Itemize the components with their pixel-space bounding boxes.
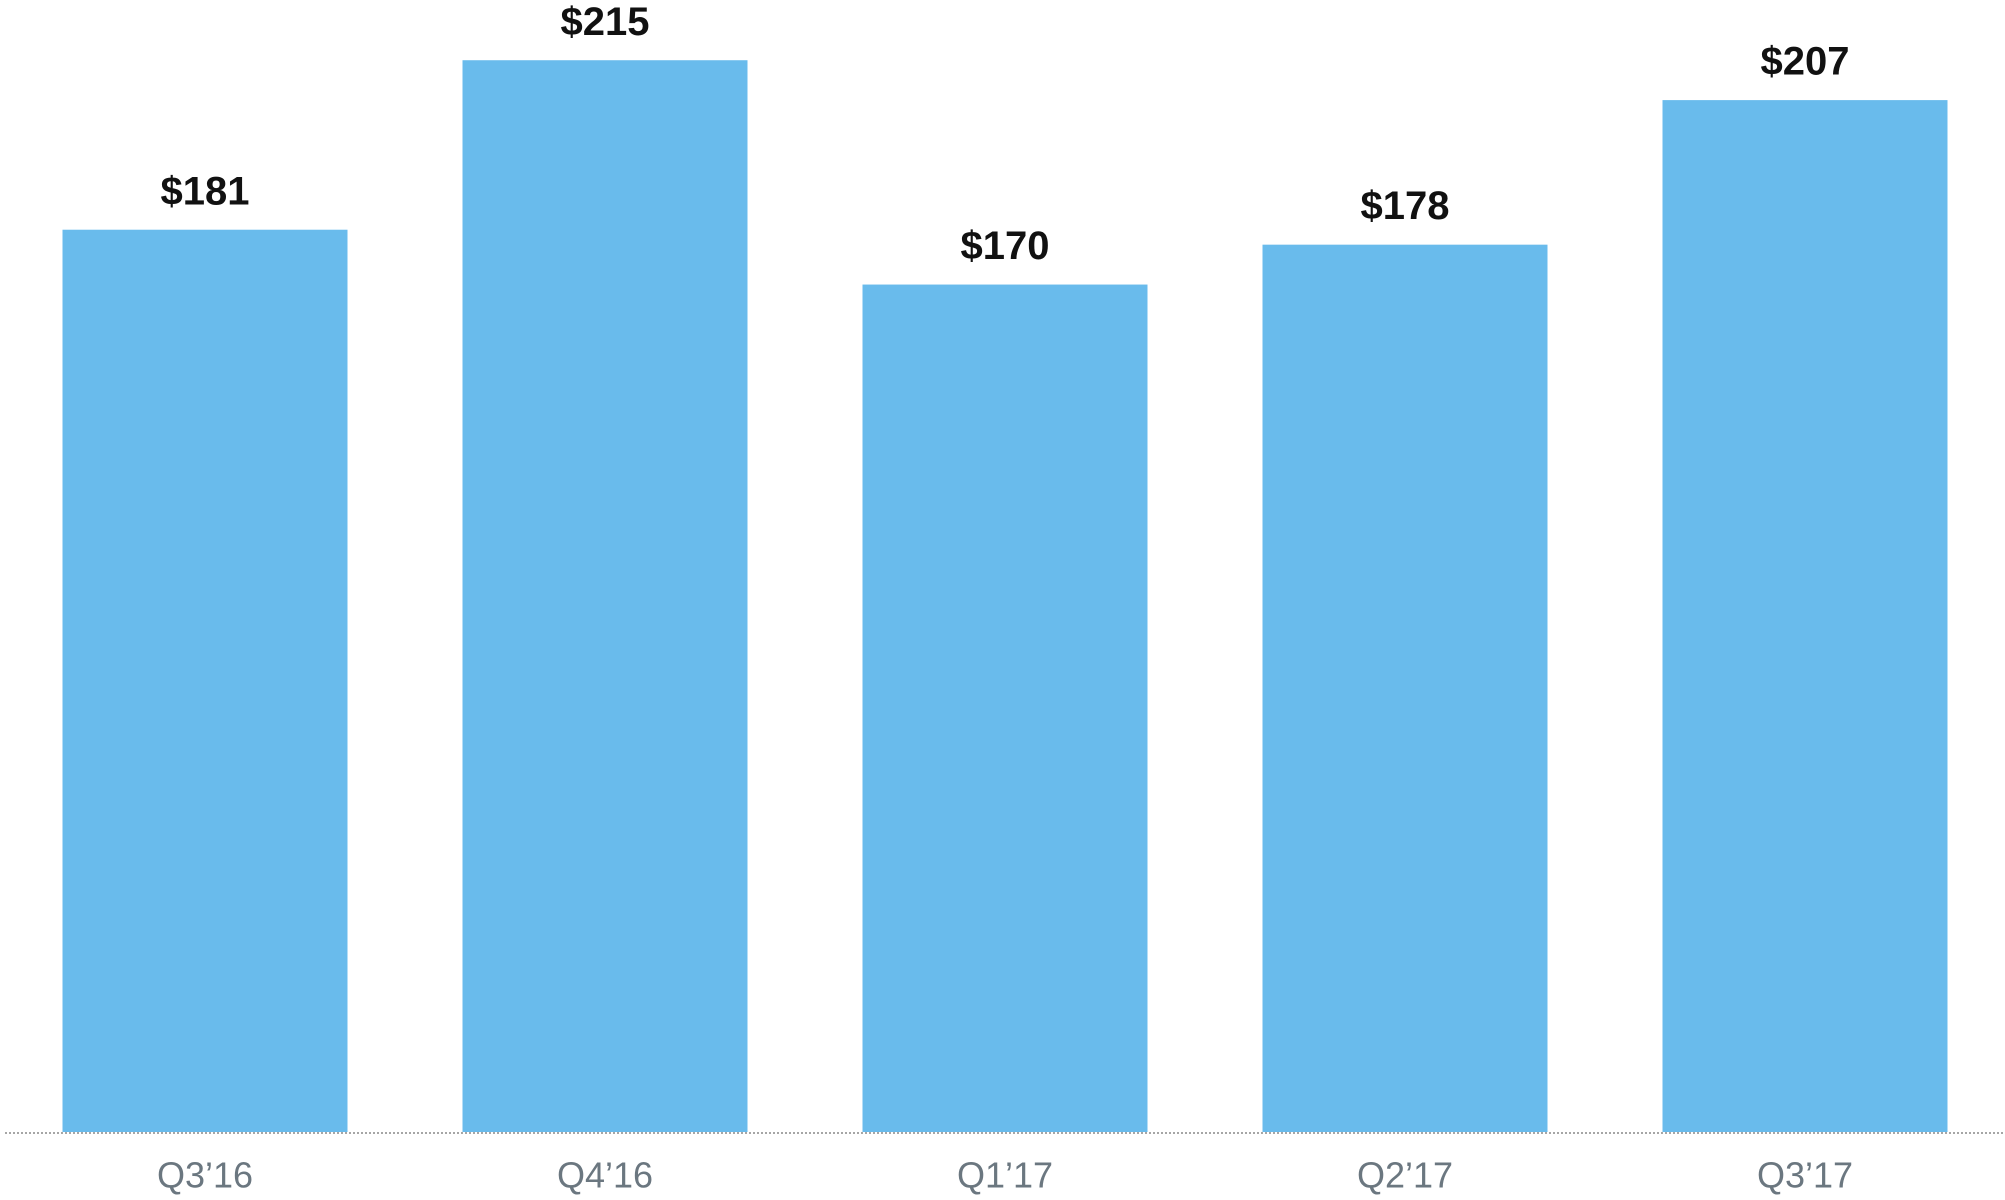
bar xyxy=(862,284,1148,1132)
value-label: $178 xyxy=(1361,184,1450,228)
value-label: $207 xyxy=(1761,40,1850,84)
value-label: $170 xyxy=(961,224,1050,268)
value-label: $215 xyxy=(561,0,650,44)
x-tick-label: Q1’17 xyxy=(957,1155,1053,1196)
x-tick-label: Q3’16 xyxy=(157,1155,253,1196)
bar xyxy=(62,229,348,1133)
bar xyxy=(1262,244,1548,1133)
x-tick-label: Q3’17 xyxy=(1757,1155,1853,1196)
bar xyxy=(1662,100,1948,1133)
x-tick-label: Q2’17 xyxy=(1357,1155,1453,1196)
x-tick-label: Q4’16 xyxy=(557,1155,653,1196)
value-label: $181 xyxy=(161,169,250,213)
bar xyxy=(462,60,748,1133)
